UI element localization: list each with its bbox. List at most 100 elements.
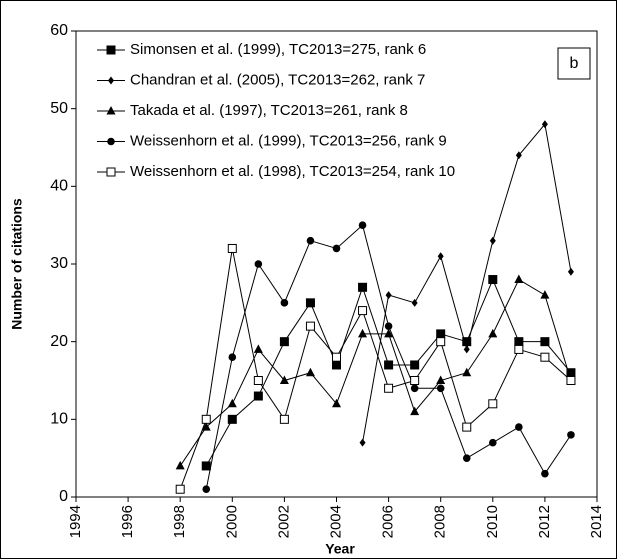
marker — [462, 367, 472, 377]
marker — [253, 344, 263, 353]
marker — [359, 438, 366, 447]
marker — [489, 236, 496, 245]
marker — [540, 290, 550, 299]
marker — [566, 376, 576, 385]
x-tick-label: 2010 — [484, 505, 501, 538]
marker — [384, 360, 394, 370]
marker — [540, 337, 550, 347]
marker — [332, 360, 341, 370]
marker — [567, 431, 575, 439]
y-tick-label: 20 — [50, 333, 68, 350]
marker — [385, 291, 392, 300]
legend-label: Chandran et al. (2005), TC2013=262, rank… — [130, 71, 425, 88]
series-line — [205, 278, 572, 467]
marker — [541, 120, 548, 129]
marker — [437, 252, 444, 261]
y-tick-label: 0 — [59, 488, 68, 505]
marker — [514, 337, 524, 347]
marker — [488, 328, 498, 338]
marker — [410, 360, 420, 370]
marker — [332, 398, 341, 408]
marker — [541, 469, 549, 478]
x-tick-label: 1996 — [119, 505, 136, 538]
y-tick-label: 60 — [50, 22, 68, 39]
marker — [227, 243, 237, 253]
marker — [175, 484, 185, 494]
marker — [410, 406, 420, 416]
legend-marker — [108, 76, 114, 85]
marker — [201, 422, 211, 431]
marker — [488, 275, 498, 285]
marker — [305, 298, 315, 308]
marker — [384, 328, 394, 338]
legend-label: Takada et al. (1997), TC2013=261, rank 8 — [130, 102, 408, 119]
marker — [254, 260, 263, 268]
marker — [279, 375, 289, 384]
marker — [358, 282, 368, 292]
marker — [358, 221, 367, 229]
marker — [358, 328, 368, 338]
series-line — [179, 248, 572, 490]
marker — [358, 306, 368, 316]
marker — [515, 151, 522, 160]
annotation-box — [557, 47, 591, 80]
marker — [384, 383, 394, 393]
marker — [306, 236, 315, 245]
marker — [436, 337, 446, 347]
x-tick-label: 1998 — [171, 505, 188, 538]
marker — [201, 414, 211, 424]
series-line — [179, 278, 572, 467]
marker — [514, 274, 524, 284]
marker — [514, 344, 524, 354]
marker — [540, 352, 550, 362]
annotation: b — [570, 55, 579, 72]
legend-marker — [106, 106, 116, 115]
marker — [436, 329, 446, 339]
marker — [227, 398, 237, 408]
y-axis-label: Number of citations — [9, 198, 25, 330]
marker — [201, 461, 211, 471]
x-tick-label: 1994 — [67, 505, 84, 538]
legend-label: Weissenhorn et al. (1998), TC2013=254, r… — [130, 163, 455, 180]
y-tick-label: 30 — [50, 255, 68, 272]
x-tick-label: 2004 — [327, 505, 344, 538]
marker — [175, 460, 185, 470]
marker — [279, 414, 289, 424]
legend-label: Simonsen et al. (1999), TC2013=275, rank… — [130, 41, 426, 58]
marker — [253, 376, 263, 385]
y-tick-label: 40 — [50, 178, 68, 195]
legend-marker — [106, 45, 116, 55]
marker — [280, 299, 289, 307]
marker — [332, 244, 341, 253]
marker — [305, 367, 315, 377]
legend-marker — [106, 167, 116, 177]
x-tick-label: 2000 — [223, 505, 240, 538]
legend-label: Weissenhorn et al. (1999), TC2013=256, r… — [130, 132, 447, 149]
x-tick-label: 2002 — [275, 505, 292, 538]
marker — [567, 267, 574, 276]
marker — [436, 375, 446, 384]
x-axis-label: Year — [325, 541, 355, 557]
marker — [515, 423, 523, 431]
marker — [202, 485, 211, 494]
x-tick-label: 2014 — [588, 505, 605, 538]
marker — [305, 321, 315, 331]
x-tick-label: 2008 — [432, 505, 449, 538]
marker — [332, 352, 341, 362]
legend-marker — [107, 137, 115, 146]
marker — [228, 353, 237, 362]
x-tick-label: 2006 — [380, 505, 397, 538]
marker — [253, 391, 263, 401]
marker — [489, 438, 497, 447]
marker — [463, 345, 470, 354]
marker — [411, 298, 418, 307]
marker — [384, 322, 393, 330]
y-tick-label: 50 — [50, 100, 68, 117]
marker — [462, 422, 472, 432]
x-tick-label: 2012 — [536, 505, 553, 538]
marker — [488, 399, 498, 409]
marker — [410, 376, 420, 385]
marker — [436, 384, 445, 393]
